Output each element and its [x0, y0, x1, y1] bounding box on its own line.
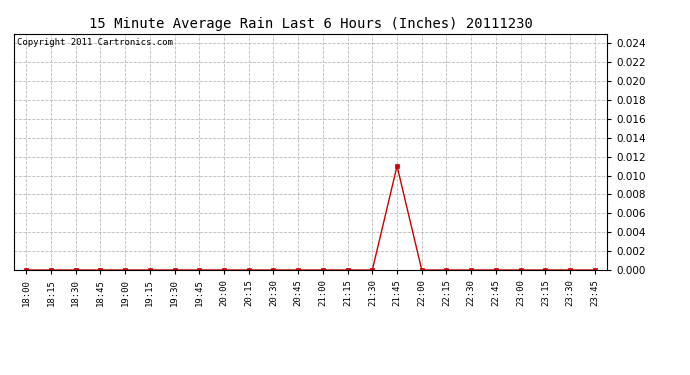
Text: Copyright 2011 Cartronics.com: Copyright 2011 Cartronics.com: [17, 39, 172, 48]
Title: 15 Minute Average Rain Last 6 Hours (Inches) 20111230: 15 Minute Average Rain Last 6 Hours (Inc…: [88, 17, 533, 31]
